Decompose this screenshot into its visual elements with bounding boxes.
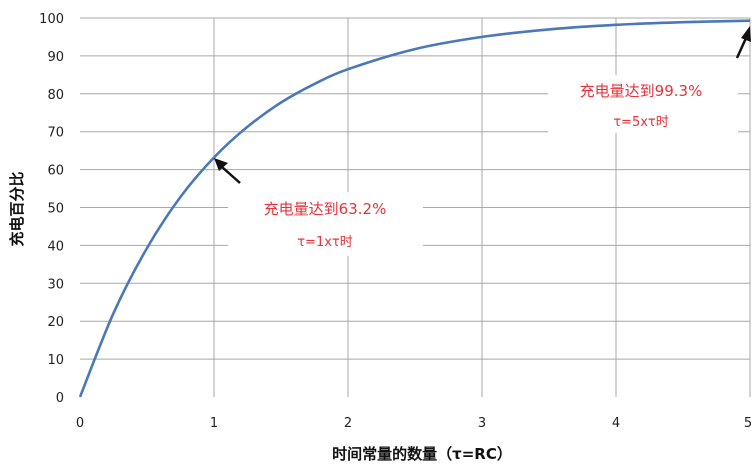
annotation-1-background	[228, 192, 423, 256]
y-tick-label: 10	[47, 353, 64, 368]
x-tick-label: 5	[744, 416, 752, 431]
x-tick-label: 1	[210, 416, 218, 431]
charge-curve	[78, 19, 751, 398]
annotation-2-line2: τ=5xτ时	[613, 115, 669, 130]
annotation-1-line2: τ=1xτ时	[297, 235, 353, 250]
annotation-2-background	[548, 75, 738, 133]
y-tick-label: 30	[47, 277, 64, 292]
y-tick-labels: 0 10 20 30 40 50 60 70 80 90 100	[39, 12, 64, 406]
x-axis-title: 时间常量的数量（τ=RC）	[332, 445, 512, 463]
y-tick-label: 0	[56, 391, 64, 406]
annotation-1-arrow	[214, 158, 241, 184]
x-tick-label: 3	[478, 416, 486, 431]
x-tick-label: 2	[344, 416, 352, 431]
y-tick-label: 40	[47, 239, 64, 254]
y-tick-label: 70	[47, 126, 64, 141]
x-tick-label: 4	[612, 416, 620, 431]
y-tick-label: 60	[47, 164, 64, 179]
annotation-2-arrow	[735, 26, 751, 59]
annotation-1-line1: 充电量达到63.2%	[264, 200, 387, 218]
y-tick-label: 90	[47, 50, 64, 65]
y-axis-title: 充电百分比	[8, 171, 26, 246]
annotation-2-line1: 充电量达到99.3%	[580, 82, 703, 100]
y-tick-label: 100	[39, 12, 64, 27]
y-tick-label: 80	[47, 88, 64, 103]
x-tick-label: 0	[76, 416, 84, 431]
y-tick-label: 50	[47, 202, 64, 217]
x-tick-labels: 0 1 2 3 4 5	[76, 416, 752, 431]
y-tick-label: 20	[47, 315, 64, 330]
